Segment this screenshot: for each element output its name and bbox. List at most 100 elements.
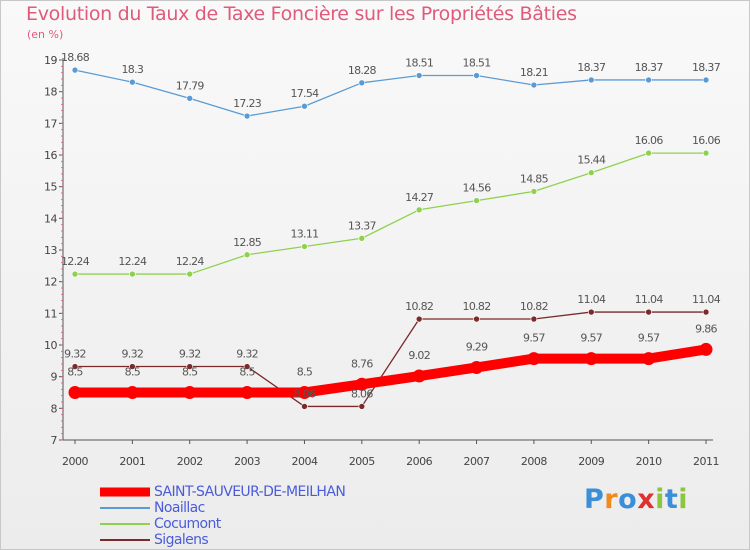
data-label: 12.24: [61, 255, 90, 268]
data-point: [301, 403, 308, 410]
data-label: 8.5: [182, 366, 198, 379]
data-label: 8.06: [294, 387, 316, 400]
data-label: 18.28: [348, 64, 377, 77]
chart-title: Evolution du Taux de Taxe Foncière sur l…: [26, 3, 577, 25]
x-tick-label: 2001: [119, 455, 145, 468]
data-label: 10.82: [405, 300, 433, 313]
data-point: [358, 403, 366, 410]
logo-letter: r: [604, 484, 619, 515]
data-point: [645, 149, 652, 157]
x-tick-label: 2008: [521, 455, 547, 468]
y-tick-label: 11: [44, 307, 57, 320]
y-tick-label: 18: [44, 86, 57, 99]
legend-entry: Noaillac: [100, 500, 345, 516]
data-label: 11.04: [692, 293, 721, 306]
legend-entry: SAINT-SAUVEUR-DE-MEILHAN: [100, 484, 346, 500]
data-point: [699, 342, 713, 356]
data-label: 18.37: [577, 61, 606, 74]
data-point: [530, 81, 538, 89]
data-label: 11.04: [577, 293, 606, 306]
y-tick-label: 13: [44, 244, 57, 257]
x-tick-label: 2007: [464, 455, 490, 468]
legend-label: Cocumont: [154, 516, 221, 532]
data-point: [415, 315, 423, 323]
data-point: [702, 76, 710, 84]
data-point: [527, 352, 541, 366]
data-label: 8.5: [125, 366, 141, 379]
data-label: 14.85: [520, 172, 549, 185]
logo-letter: i: [655, 484, 665, 515]
data-point: [415, 206, 423, 214]
data-label: 10.82: [520, 300, 548, 313]
y-axis-unit: (en %): [27, 28, 64, 41]
data-label: 17.23: [233, 97, 262, 110]
data-point: [473, 72, 480, 79]
logo-letter: i: [678, 484, 689, 515]
data-point: [71, 363, 79, 370]
y-tick-label: 14: [44, 212, 57, 225]
logo-letter: P: [584, 484, 605, 515]
data-label: 18.21: [520, 66, 548, 79]
data-label: 9.57: [638, 332, 660, 345]
data-label: 16.06: [692, 134, 721, 147]
data-label: 17.54: [290, 87, 319, 100]
legend-swatch: [100, 507, 150, 509]
x-tick-label: 2006: [406, 455, 432, 468]
data-point: [587, 169, 595, 177]
series-line: [74, 69, 707, 117]
data-label: 12.85: [233, 236, 262, 249]
data-label: 8.5: [297, 366, 313, 379]
y-tick-label: 10: [44, 339, 57, 352]
x-tick-label: 2010: [636, 455, 662, 468]
data-point: [355, 377, 369, 391]
data-label: 18.37: [692, 61, 721, 74]
data-point: [358, 79, 366, 87]
y-tick-label: 17: [44, 117, 57, 130]
data-point: [470, 360, 484, 374]
x-tick-label: 2009: [578, 455, 604, 468]
data-point: [68, 386, 82, 399]
legend: SAINT-SAUVEUR-DE-MEILHAN Noaillac Cocumont…: [100, 484, 346, 548]
data-label: 12.24: [176, 255, 205, 268]
data-point: [71, 270, 79, 278]
data-label: 10.82: [463, 300, 491, 313]
legend-swatch: [100, 487, 150, 497]
x-tick-label: 2004: [291, 455, 317, 468]
legend-label: Sigalens: [154, 532, 209, 548]
data-label: 9.32: [179, 348, 201, 361]
data-point: [530, 315, 538, 323]
data-label: 15.44: [577, 154, 606, 167]
data-label: 9.02: [408, 349, 430, 362]
y-tick-label: 19: [44, 54, 57, 67]
data-point: [243, 363, 251, 370]
data-point: [415, 72, 423, 79]
data-point: [243, 251, 251, 259]
x-tick-label: 2011: [693, 455, 719, 468]
proxiti-logo: Proxiti: [584, 484, 688, 515]
series-line: [74, 311, 707, 408]
data-point: [587, 308, 595, 316]
series-line: [74, 152, 707, 275]
data-label: 9.57: [580, 332, 602, 345]
data-label: 18.3: [122, 63, 144, 76]
data-label: 16.06: [635, 134, 664, 147]
data-label: 13.11: [290, 228, 318, 241]
data-point: [645, 76, 652, 84]
legend-entry: Cocumont: [100, 516, 345, 532]
logo-letter: t: [664, 484, 679, 515]
data-point: [186, 363, 194, 370]
data-label: 11.04: [635, 293, 664, 306]
x-tick-label: 2000: [62, 455, 88, 468]
x-tick-label: 2005: [349, 455, 375, 468]
data-point: [240, 386, 254, 399]
data-label: 9.32: [64, 348, 86, 361]
data-point: [473, 197, 480, 204]
legend-label: SAINT-SAUVEUR-DE-MEILHAN: [154, 484, 346, 500]
data-label: 8.76: [351, 357, 373, 370]
data-point: [358, 234, 366, 242]
data-point: [584, 352, 598, 366]
data-label: 14.56: [463, 182, 492, 195]
data-label: 17.79: [176, 79, 205, 92]
data-point: [125, 386, 139, 399]
